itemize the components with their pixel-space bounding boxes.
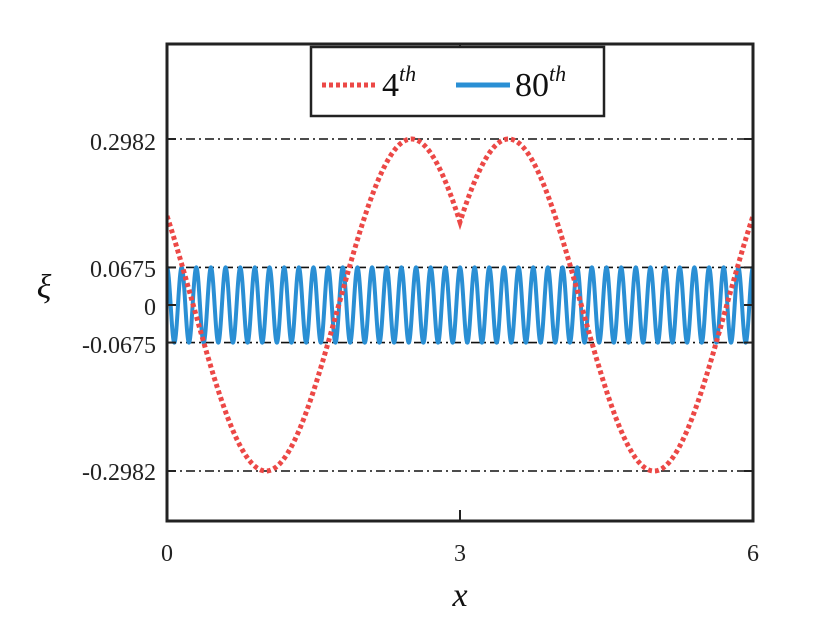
legend-label-4th-base: 4 bbox=[382, 67, 399, 104]
xtick-label-0: 0 bbox=[161, 541, 173, 567]
ytick-label-3: -0.0675 bbox=[82, 333, 156, 359]
ytick-label-4: -0.2982 bbox=[82, 460, 156, 486]
x-axis-title: x bbox=[451, 577, 467, 614]
xtick-label-2: 6 bbox=[747, 541, 759, 567]
ytick-label-2: 0 bbox=[144, 295, 156, 321]
series-4th-line bbox=[167, 136, 753, 474]
legend-label-4th: 4th bbox=[382, 61, 416, 104]
series-80th-line bbox=[167, 265, 753, 345]
legend: 4th 80th bbox=[309, 45, 606, 118]
legend-label-80th-sup: th bbox=[549, 61, 566, 86]
legend-label-4th-sup: th bbox=[399, 61, 416, 86]
reference-lines bbox=[167, 138, 753, 472]
ytick-label-0: 0.2982 bbox=[90, 130, 156, 156]
tick-marks bbox=[166, 44, 754, 521]
y-axis-title: ξ bbox=[37, 269, 52, 306]
legend-box bbox=[309, 45, 606, 118]
legend-label-80th-base: 80 bbox=[515, 67, 549, 104]
xtick-label-1: 3 bbox=[454, 541, 466, 567]
ytick-label-1: 0.0675 bbox=[90, 257, 156, 283]
legend-label-80th: 80th bbox=[515, 61, 566, 104]
